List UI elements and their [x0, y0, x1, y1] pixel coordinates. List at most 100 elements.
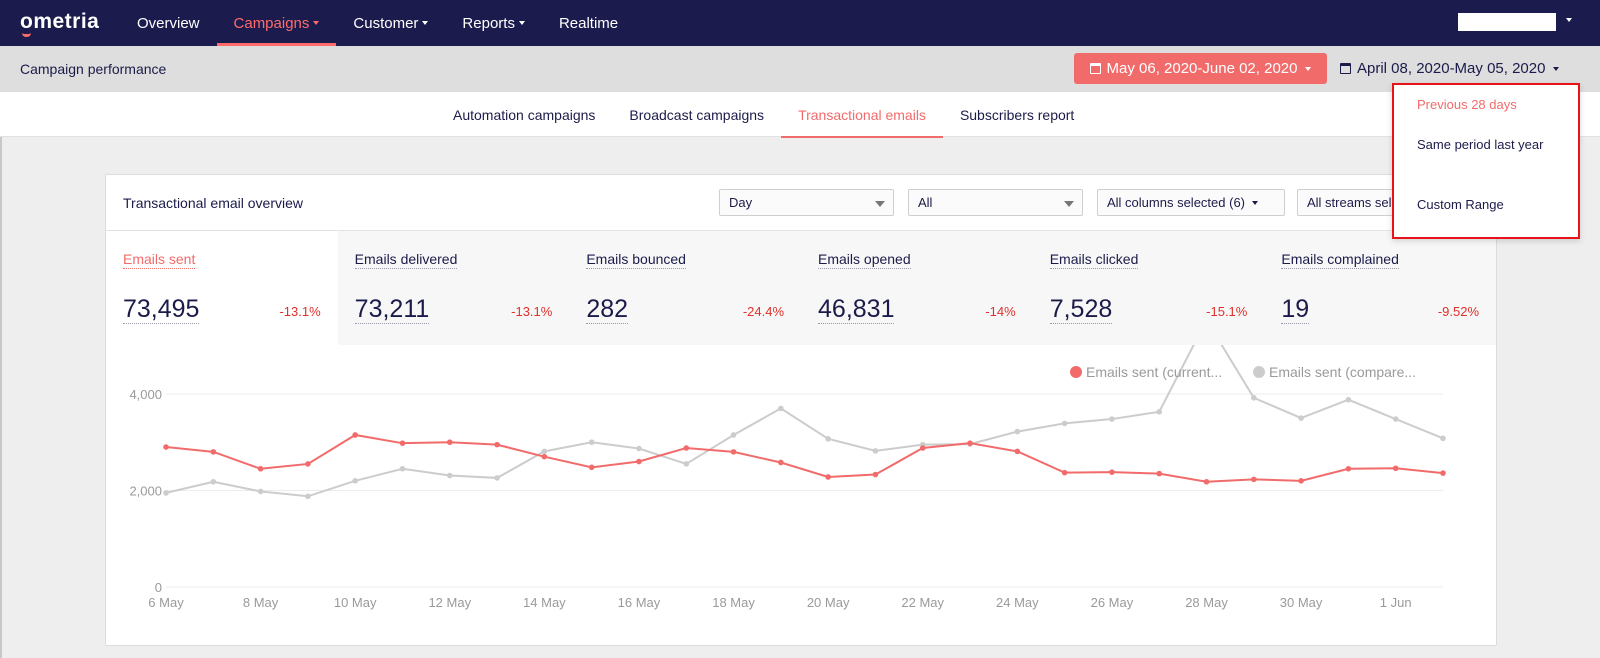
- data-point: [446, 472, 453, 479]
- data-point: [1345, 396, 1352, 403]
- data-point: [1109, 416, 1115, 422]
- data-point: [541, 453, 548, 460]
- segment-select[interactable]: All: [908, 189, 1083, 216]
- tab-automation-campaigns[interactable]: Automation campaigns: [436, 92, 612, 137]
- nav-overview[interactable]: Overview: [120, 0, 217, 46]
- data-point: [399, 465, 406, 472]
- x-tick-label: 6 May: [148, 595, 184, 610]
- data-point: [541, 448, 548, 455]
- user-menu-redacted[interactable]: [1458, 13, 1556, 31]
- metric-emails-delivered[interactable]: Emails delivered 73,211 -13.1%: [338, 231, 570, 345]
- user-menu-chevron-icon[interactable]: [1566, 18, 1572, 22]
- data-point: [1392, 416, 1399, 422]
- data-point: [352, 432, 358, 438]
- data-point: [1298, 415, 1304, 421]
- metric-label: Emails sent: [123, 251, 196, 269]
- metric-emails-bounced[interactable]: Emails bounced 282 -24.4%: [569, 231, 801, 345]
- page-header: Campaign performance May 06, 2020-June 0…: [0, 46, 1600, 92]
- data-point: [1440, 470, 1446, 476]
- x-tick-label: 16 May: [618, 595, 661, 610]
- x-tick-label: 12 May: [428, 595, 471, 610]
- metric-change: -13.1%: [279, 304, 321, 319]
- data-point: [967, 440, 973, 446]
- x-tick-label: 22 May: [901, 595, 944, 610]
- data-point: [257, 465, 264, 472]
- compare-range-picker[interactable]: April 08, 2020-May 05, 2020: [1340, 53, 1560, 84]
- metric-change: -9.52%: [1437, 304, 1480, 319]
- y-tick-label: 0: [155, 580, 162, 595]
- nav-customer[interactable]: Customer: [336, 0, 445, 46]
- data-point: [352, 478, 358, 484]
- metric-value: 282: [586, 295, 629, 324]
- date-range-picker[interactable]: May 06, 2020-June 02, 2020: [1074, 53, 1327, 84]
- x-tick-label: 1 Jun: [1380, 595, 1412, 610]
- card-header: Transactional email overview Day All All…: [106, 175, 1496, 231]
- metric-label: Emails complained: [1281, 251, 1399, 269]
- data-point: [446, 439, 453, 446]
- nav-overview-label: Overview: [137, 14, 200, 32]
- data-point: [825, 436, 831, 442]
- columns-select[interactable]: All columns selected (6): [1097, 189, 1285, 216]
- data-point: [399, 440, 406, 446]
- x-tick-label: 10 May: [334, 595, 377, 610]
- metric-emails-sent[interactable]: Emails sent 73,495 -13.1%: [106, 231, 338, 345]
- menu-item-same-period-last-year[interactable]: Same period last year: [1417, 137, 1544, 152]
- metric-value: 73,495: [123, 295, 200, 324]
- chevron-down-icon: [313, 21, 320, 25]
- ometria-logo[interactable]: ometria: [20, 10, 99, 37]
- date-range-label: May 06, 2020-June 02, 2020: [1106, 60, 1298, 77]
- data-point: [636, 458, 642, 465]
- x-tick-label: 26 May: [1091, 595, 1134, 610]
- x-tick-label: 20 May: [807, 595, 850, 610]
- data-point: [1061, 469, 1068, 476]
- series-line-0: [165, 433, 1444, 483]
- metric-emails-opened[interactable]: Emails opened 46,831 -14%: [801, 231, 1033, 345]
- series-line-1: [165, 345, 1444, 498]
- nav-customer-label: Customer: [353, 14, 419, 32]
- logo-smile-mark: [22, 33, 31, 37]
- card-title: Transactional email overview: [123, 195, 303, 211]
- chevron-down-icon: [1305, 66, 1312, 71]
- calendar-icon: [1089, 63, 1101, 74]
- x-tick-label: 28 May: [1185, 595, 1228, 610]
- data-point: [1156, 409, 1163, 415]
- legend-marker: [1253, 366, 1265, 378]
- metric-emails-clicked[interactable]: Emails clicked 7,528 -15.1%: [1033, 231, 1265, 345]
- tab-subscribers-report[interactable]: Subscribers report: [943, 92, 1091, 137]
- nav-campaigns[interactable]: Campaigns: [216, 0, 337, 46]
- dropdown-triangle-icon: [875, 201, 885, 207]
- metric-value: 46,831: [818, 295, 895, 324]
- columns-select-value: All columns selected (6): [1107, 195, 1245, 210]
- nav-realtime[interactable]: Realtime: [542, 0, 635, 46]
- compare-range-menu: Previous 28 days Same period last year C…: [1392, 83, 1580, 239]
- tab-subscribers-report-label: Subscribers report: [959, 106, 1075, 123]
- calendar-icon: [1340, 63, 1351, 74]
- data-point: [1440, 435, 1446, 442]
- data-point: [919, 445, 926, 451]
- tab-broadcast-campaigns[interactable]: Broadcast campaigns: [612, 92, 781, 137]
- nav-realtime-label: Realtime: [558, 14, 619, 32]
- data-point: [1345, 465, 1352, 472]
- tab-transactional-emails[interactable]: Transactional emails: [781, 92, 943, 138]
- data-point: [1251, 476, 1257, 483]
- chevron-down-icon: [1252, 200, 1258, 205]
- menu-item-previous-28-days[interactable]: Previous 28 days: [1417, 97, 1517, 112]
- tab-automation-campaigns-label: Automation campaigns: [453, 106, 596, 123]
- nav-reports[interactable]: Reports: [445, 0, 542, 46]
- legend-label: Emails sent (current...: [1086, 364, 1222, 380]
- interval-select[interactable]: Day: [719, 189, 894, 216]
- tab-transactional-emails-label: Transactional emails: [798, 106, 926, 123]
- data-point: [1392, 465, 1399, 472]
- data-point: [588, 464, 595, 471]
- data-point: [1203, 478, 1210, 485]
- data-point: [210, 478, 217, 485]
- left-window-edge: [0, 46, 2, 658]
- menu-item-custom-range[interactable]: Custom Range: [1417, 197, 1504, 212]
- tab-broadcast-campaigns-label: Broadcast campaigns: [629, 106, 765, 123]
- metric-value: 7,528: [1049, 295, 1113, 324]
- data-point: [588, 439, 595, 446]
- metric-value: 19: [1281, 295, 1310, 324]
- data-point: [210, 449, 217, 455]
- metric-emails-complained[interactable]: Emails complained 19 -9.52%: [1264, 231, 1496, 345]
- data-point: [257, 488, 264, 495]
